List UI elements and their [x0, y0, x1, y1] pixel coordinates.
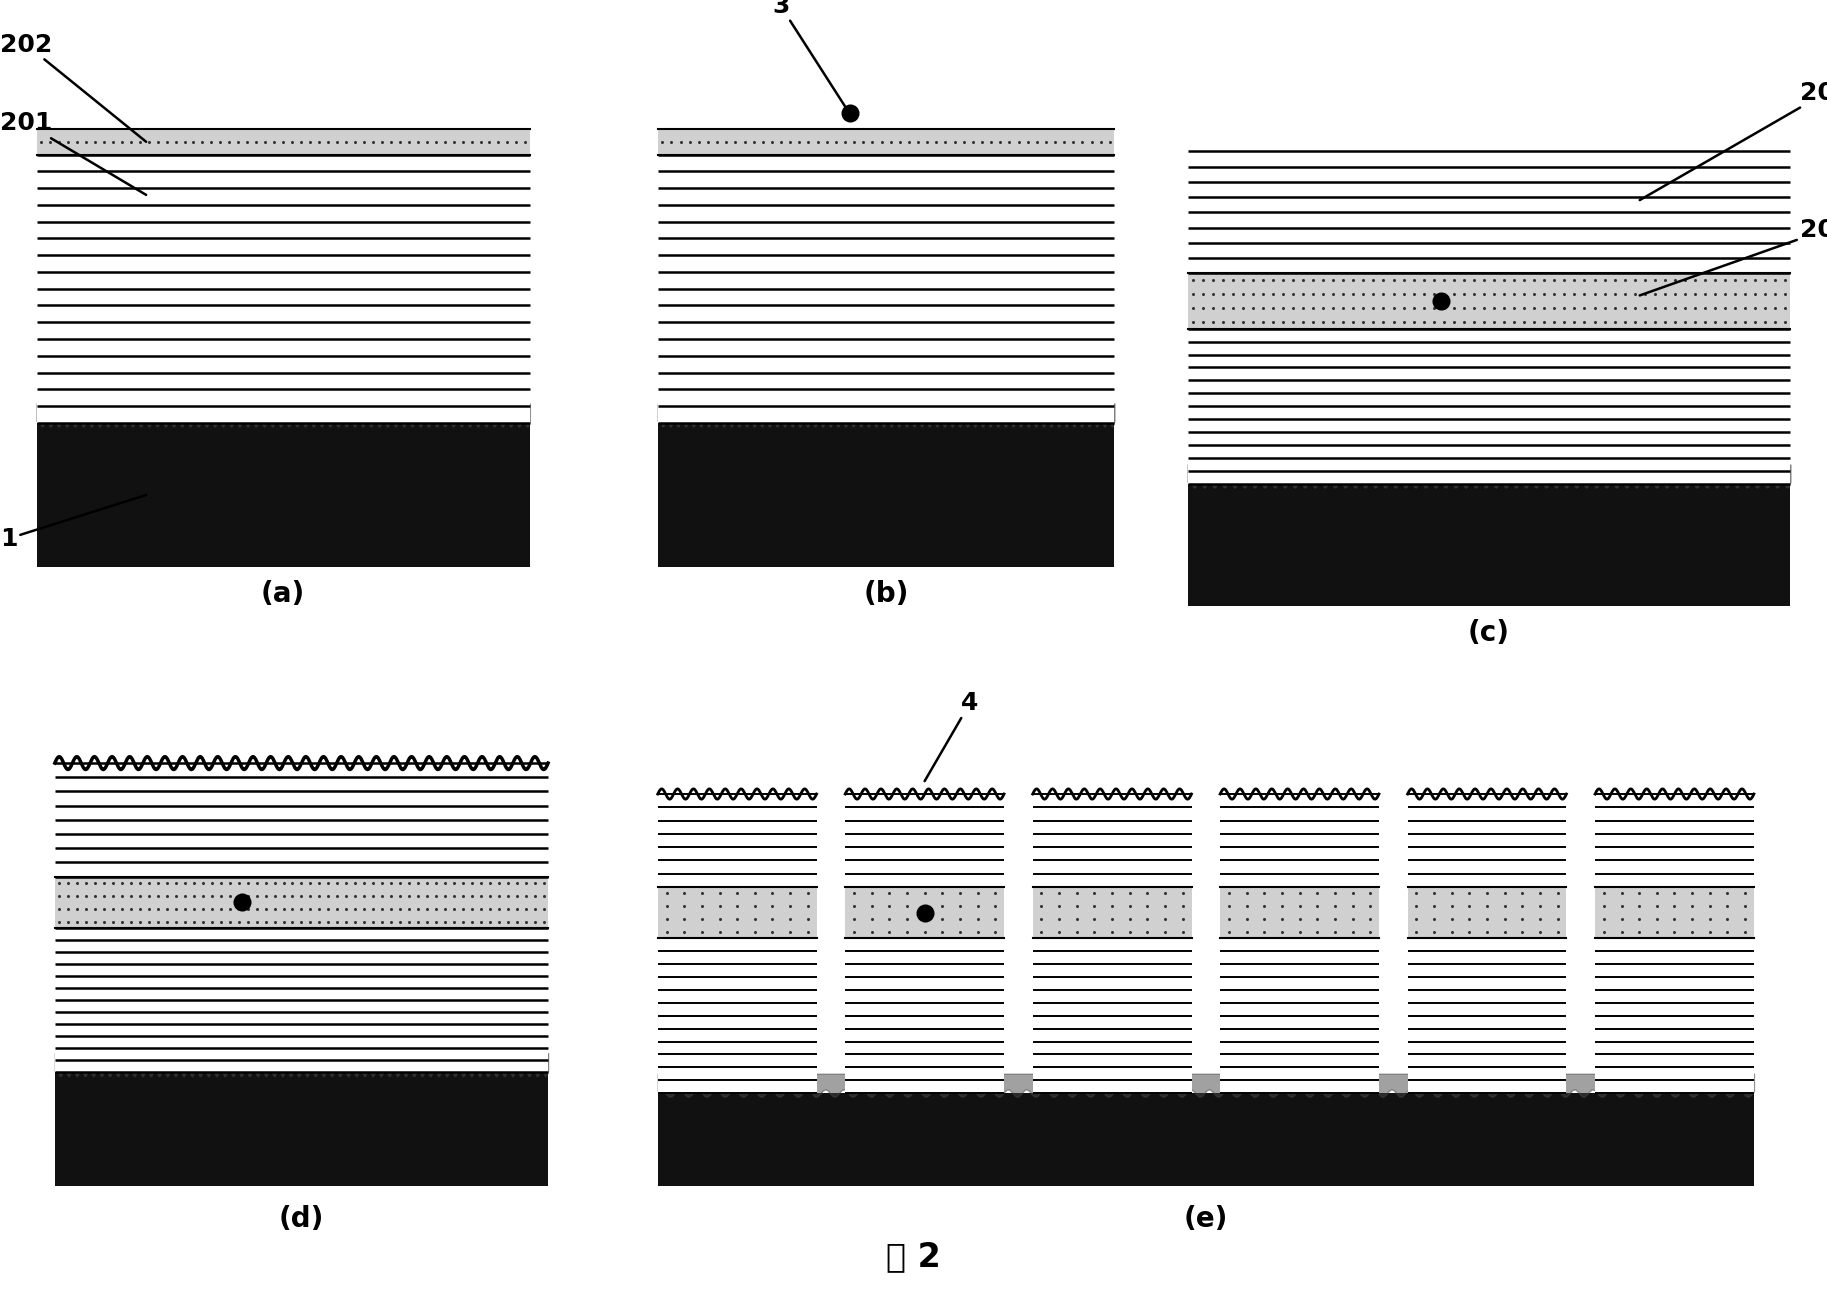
Text: 图 2: 图 2 — [886, 1240, 941, 1274]
Bar — [1220, 938, 1379, 1093]
Text: (d): (d) — [280, 1205, 323, 1234]
Bar — [37, 129, 530, 155]
Bar — [846, 938, 1005, 1093]
Text: (b): (b) — [864, 580, 908, 608]
Bar — [1188, 329, 1790, 483]
Bar — [37, 155, 530, 423]
Text: 201: 201 — [0, 111, 146, 195]
Bar — [1188, 273, 1790, 329]
Text: (e): (e) — [1184, 1205, 1228, 1234]
Text: 202: 202 — [1641, 218, 1827, 295]
Bar — [1407, 887, 1566, 938]
Bar — [37, 423, 530, 567]
Text: (c): (c) — [1469, 619, 1509, 647]
Text: 3: 3 — [773, 0, 850, 113]
Bar — [1220, 887, 1379, 938]
Bar — [55, 928, 548, 1072]
Bar — [846, 794, 1005, 887]
Bar — [658, 938, 817, 1093]
Bar — [846, 887, 1005, 938]
Bar — [1407, 794, 1566, 887]
Bar — [658, 129, 1114, 155]
Bar — [1032, 938, 1191, 1093]
Bar — [55, 1072, 548, 1186]
Bar — [1595, 794, 1754, 887]
Bar — [658, 155, 1114, 423]
Bar — [658, 423, 1114, 567]
Text: 203: 203 — [1641, 81, 1827, 200]
Bar — [1595, 938, 1754, 1093]
Text: 202: 202 — [0, 32, 146, 142]
Bar — [1032, 887, 1191, 938]
Bar — [658, 1093, 1754, 1186]
Bar — [1188, 151, 1790, 273]
Bar — [1220, 794, 1379, 887]
Bar — [658, 794, 817, 887]
Bar — [658, 887, 817, 938]
Bar — [1595, 887, 1754, 938]
Text: 1: 1 — [0, 495, 146, 550]
Text: (a): (a) — [261, 580, 305, 608]
Bar — [55, 877, 548, 928]
Bar — [1407, 938, 1566, 1093]
Bar — [1032, 794, 1191, 887]
Text: 4: 4 — [924, 691, 979, 781]
Bar — [1188, 483, 1790, 606]
Bar — [55, 763, 548, 877]
